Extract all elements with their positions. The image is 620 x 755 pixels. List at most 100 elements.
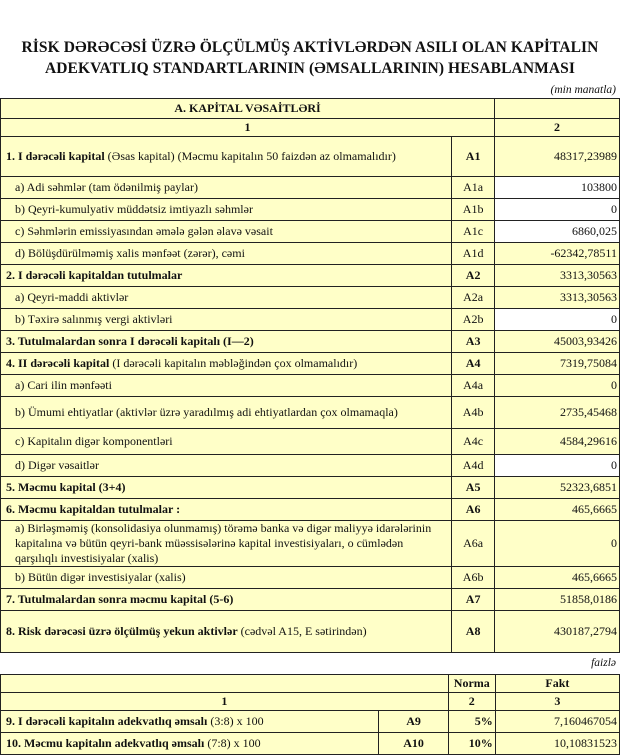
row-value: 0 [494, 454, 620, 477]
row-label: 10. Məcmu kapitalın adekvatlıq əmsalı (7… [0, 732, 380, 755]
row-code: A1d [451, 242, 496, 265]
row-code: A3 [451, 330, 496, 353]
table-row: 2. I dərəcəli kapitaldan tutulmalar A2 3… [0, 264, 620, 287]
column-number: 1 [0, 692, 449, 711]
table-row: b) Bütün digər investisiyalar (xalis) A6… [0, 566, 620, 589]
row-code: A4d [451, 454, 496, 477]
row-label: b) Qeyri-kumulyativ müddətsiz imtiyazlı … [0, 198, 453, 221]
row-value: 48317,23989 [494, 136, 620, 177]
row-value: 4584,29616 [494, 428, 620, 455]
table-row: 3. Tutulmalardan sonra I dərəcəli kapita… [0, 330, 620, 353]
header-fakt: Fakt [494, 674, 620, 693]
row-label: d) Bölüşdürülməmiş xalis mənfəət (zərər)… [0, 242, 453, 265]
row-value: 2735,45468 [494, 396, 620, 429]
row-fakt: 7,160467054 [494, 710, 620, 733]
row-label: b) Təxirə salınmış vergi aktivləri [0, 308, 453, 331]
header-norma: Norma [447, 674, 496, 693]
row-value: 103800 [494, 176, 620, 199]
row-value: 3313,30563 [494, 286, 620, 309]
row-label: 2. I dərəcəli kapitaldan tutulmalar [0, 264, 453, 287]
row-label: 4. II dərəcəli kapital (I dərəcəli kapit… [0, 352, 453, 375]
row-value: 0 [494, 198, 620, 221]
row-value: 52323,6851 [494, 476, 620, 499]
table-row: 9. I dərəcəli kapitalın adekvatlıq əmsal… [0, 710, 620, 733]
table-row: 6. Məcmu kapitaldan tutulmalar : A6 465,… [0, 498, 620, 521]
row-value: 51858,0186 [494, 588, 620, 611]
column-number: 2 [447, 692, 496, 711]
table-row: b) Təxirə salınmış vergi aktivləri A2b 0 [0, 308, 620, 331]
row-code: A4c [451, 428, 496, 455]
row-code: A2a [451, 286, 496, 309]
row-value: 0 [494, 374, 620, 397]
row-label: d) Digər vəsaitlər [0, 454, 453, 477]
row-label: b) Bütün digər investisiyalar (xalis) [0, 566, 453, 589]
table-row: c) Kapitalın digər komponentləri A4c 458… [0, 428, 620, 455]
table-row: 7. Tutulmalardan sonra məcmu kapital (5-… [0, 588, 620, 611]
row-label: 1. I dərəcəli kapital (Əsas kapital) (Mə… [0, 136, 453, 177]
row-code: A1 [451, 136, 496, 177]
row-code: A5 [451, 476, 496, 499]
row-value: 45003,93426 [494, 330, 620, 353]
table-row: c) Səhmlərin emissiyasından əmələ gələn … [0, 220, 620, 243]
unit-note: (min manatla) [550, 84, 616, 96]
column-number: 1 [0, 118, 496, 137]
row-code: A1b [451, 198, 496, 221]
row-code: A6a [451, 520, 496, 567]
row-value: 7319,75084 [494, 352, 620, 375]
row-norma: 5% [447, 710, 496, 733]
row-code: A8 [451, 610, 496, 653]
table-row: d) Bölüşdürülməmiş xalis mənfəət (zərər)… [0, 242, 620, 265]
row-code: A10 [378, 732, 449, 755]
row-fakt: 10,10831523 [494, 732, 620, 755]
row-label: 5. Məcmu kapital (3+4) [0, 476, 453, 499]
row-code: A4b [451, 396, 496, 429]
row-code: A2 [451, 264, 496, 287]
column-number: 3 [494, 692, 620, 711]
row-code: A1a [451, 176, 496, 199]
row-label: 6. Məcmu kapitaldan tutulmalar : [0, 498, 453, 521]
row-code: A4 [451, 352, 496, 375]
row-value: 465,6665 [494, 566, 620, 589]
row-value: 0 [494, 308, 620, 331]
row-value: 6860,025 [494, 220, 620, 243]
table-row: b) Qeyri-kumulyativ müddətsiz imtiyazlı … [0, 198, 620, 221]
row-code: A2b [451, 308, 496, 331]
row-label: a) Qeyri-maddi aktivlər [0, 286, 453, 309]
row-label: 3. Tutulmalardan sonra I dərəcəli kapita… [0, 330, 453, 353]
row-code: A1c [451, 220, 496, 243]
document-title: RİSK DƏRƏCƏSİ ÜZRƏ ÖLÇÜLMÜŞ AKTİVLƏRDƏN … [21, 39, 599, 77]
row-label: a) Birləşməmiş (konsolidasiya olunmamış)… [0, 520, 453, 567]
row-label: b) Ümumi ehtiyatlar (aktivlər üzrə yarad… [0, 396, 453, 429]
column-number: 2 [494, 118, 620, 137]
row-code: A7 [451, 588, 496, 611]
row-label: a) Cari ilin mənfəəti [0, 374, 453, 397]
row-value: 430187,2794 [494, 610, 620, 653]
row-code: A6 [451, 498, 496, 521]
table-row: a) Adi səhmlər (tam ödənilmiş paylar) A1… [0, 176, 620, 199]
table-row: a) Qeyri-maddi aktivlər A2a 3313,30563 [0, 286, 620, 309]
table-row: 1. I dərəcəli kapital (Əsas kapital) (Mə… [0, 136, 620, 177]
row-value: -62342,78511 [494, 242, 620, 265]
table-row: a) Birləşməmiş (konsolidasiya olunmamış)… [0, 520, 620, 567]
table-row: 10. Məcmu kapitalın adekvatlıq əmsalı (7… [0, 732, 620, 755]
table-row: b) Ümumi ehtiyatlar (aktivlər üzrə yarad… [0, 396, 620, 429]
unit-note: faizlə [591, 657, 616, 669]
table-row: 4. II dərəcəli kapital (I dərəcəli kapit… [0, 352, 620, 375]
row-value: 465,6665 [494, 498, 620, 521]
row-value: 3313,30563 [494, 264, 620, 287]
table-row: 8. Risk dərəcəsi üzrə ölçülmüş yekun akt… [0, 610, 620, 653]
table-row: 5. Məcmu kapital (3+4) A5 52323,6851 [0, 476, 620, 499]
row-value: 0 [494, 520, 620, 567]
table-row: a) Cari ilin mənfəəti A4a 0 [0, 374, 620, 397]
table-row: d) Digər vəsaitlər A4d 0 [0, 454, 620, 477]
row-label: 9. I dərəcəli kapitalın adekvatlıq əmsal… [0, 710, 380, 733]
row-label: 7. Tutulmalardan sonra məcmu kapital (5-… [0, 588, 453, 611]
row-code: A6b [451, 566, 496, 589]
row-label: a) Adi səhmlər (tam ödənilmiş paylar) [0, 176, 453, 199]
row-norma: 10% [447, 732, 496, 755]
row-code: A9 [378, 710, 449, 733]
section-header: A. KAPİTAL VƏSAİTLƏRİ [0, 98, 496, 119]
